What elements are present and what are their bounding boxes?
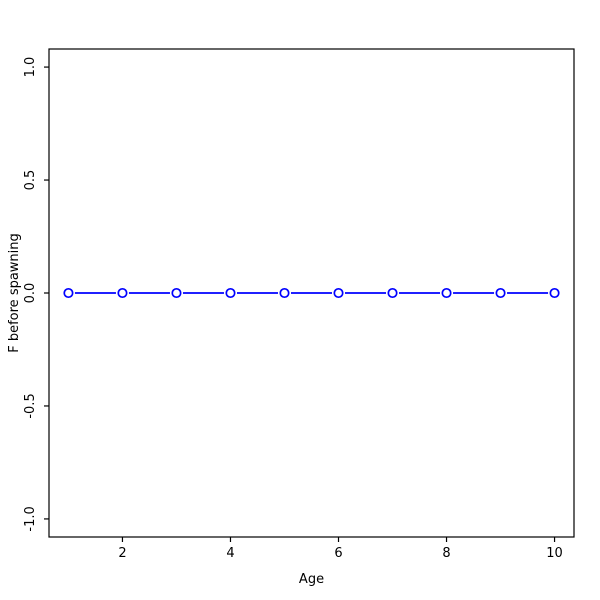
y-axis: -1.0 -0.5 0.0 0.5 1.0 bbox=[23, 57, 49, 532]
x-axis-label: Age bbox=[299, 572, 324, 587]
data-point-marker bbox=[171, 287, 182, 299]
y-tick-label: 0.0 bbox=[23, 283, 38, 304]
y-tick-label: 0.5 bbox=[23, 170, 38, 191]
x-tick-label: 4 bbox=[226, 546, 234, 561]
data-point-marker bbox=[387, 287, 398, 299]
y-axis-label: F before spawning bbox=[7, 233, 22, 353]
x-tick-label: 2 bbox=[118, 546, 126, 561]
y-tick-label: 1.0 bbox=[23, 57, 38, 78]
data-point-marker bbox=[63, 287, 74, 299]
series-points bbox=[63, 287, 560, 299]
data-point-marker bbox=[333, 287, 344, 299]
x-tick-label: 8 bbox=[442, 546, 450, 561]
x-tick-label: 10 bbox=[546, 546, 563, 561]
x-tick-label: 6 bbox=[334, 546, 342, 561]
y-tick-label: -1.0 bbox=[23, 506, 38, 531]
data-point-marker bbox=[549, 287, 560, 299]
data-point-marker bbox=[279, 287, 290, 299]
data-point-marker bbox=[495, 287, 506, 299]
data-point-marker bbox=[441, 287, 452, 299]
data-point-marker bbox=[117, 287, 128, 299]
x-axis: 2 4 6 8 10 bbox=[118, 537, 563, 561]
y-tick-label: -0.5 bbox=[23, 393, 38, 418]
data-point-marker bbox=[225, 287, 236, 299]
